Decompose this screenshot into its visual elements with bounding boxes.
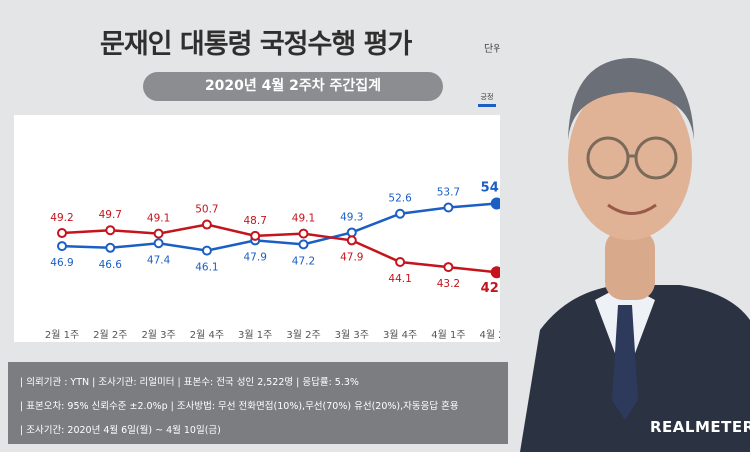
data-label: 53.7	[437, 187, 460, 199]
chart-area	[14, 115, 540, 342]
data-label: 49.7	[99, 209, 122, 221]
data-point	[153, 238, 164, 249]
data-point	[105, 242, 116, 253]
x-tick-label: 3월 2주	[286, 329, 320, 341]
data-label: 49.2	[50, 212, 73, 224]
data-point	[250, 230, 261, 241]
data-point	[201, 219, 212, 230]
data-label: 47.9	[244, 251, 267, 263]
x-tick-label: 3월 3주	[335, 329, 369, 341]
data-label: 47.9	[340, 251, 363, 263]
data-label: 44.1	[388, 273, 411, 285]
data-point	[57, 241, 67, 252]
data-label: 46.1	[195, 262, 218, 274]
data-label: 47.4	[147, 254, 171, 266]
data-point	[443, 262, 454, 273]
x-tick-label: 2월 1주	[45, 329, 79, 341]
data-point	[443, 202, 454, 213]
data-point	[201, 245, 212, 256]
data-label: 52.6	[388, 193, 412, 205]
survey-info-line-1: | 의뢰기관 : YTN | 조사기관: 리얼미터 | 표본수: 전국 성인 2…	[20, 377, 359, 388]
data-label: 49.1	[147, 213, 170, 225]
survey-info-line-3: | 조사기간: 2020년 4월 6일(월) ~ 4월 10일(금)	[20, 425, 221, 436]
x-tick-label: 2월 4주	[190, 329, 224, 341]
data-point	[346, 227, 357, 238]
data-label: 47.2	[292, 255, 315, 267]
president-portrait	[500, 0, 750, 452]
brand-logo: REALMETER	[650, 418, 750, 436]
data-label: 49.1	[292, 213, 315, 225]
data-point	[57, 228, 67, 239]
chart-title: 문재인 대통령 국정수행 평가	[100, 29, 412, 60]
x-tick-label: 3월 1주	[238, 329, 272, 341]
x-tick-label: 3월 4주	[383, 329, 417, 341]
data-label: 46.6	[99, 259, 123, 271]
legend-positive-swatch	[478, 104, 496, 107]
x-tick-label: 4월 1주	[431, 329, 465, 341]
survey-info-line-2: | 표본오차: 95% 신뢰수준 ±2.0%p | 조사방법: 무선 전화면접(…	[20, 401, 459, 412]
legend-positive: 긍정	[478, 92, 496, 107]
data-label: 49.3	[340, 211, 363, 223]
data-label: 48.7	[244, 215, 267, 227]
data-label: 50.7	[195, 204, 218, 216]
data-point	[298, 228, 309, 239]
survey-period-banner: 2020년 4월 2주차 주간집계	[143, 72, 443, 101]
data-label: 46.9	[50, 257, 73, 269]
x-tick-label: 2월 2주	[93, 329, 127, 341]
data-point	[153, 228, 164, 239]
series-line-positive	[61, 202, 497, 252]
data-point	[395, 256, 406, 267]
data-label: 43.2	[437, 278, 460, 290]
data-point	[105, 225, 116, 236]
series-line-negative	[61, 223, 497, 274]
data-point	[395, 208, 406, 219]
data-point	[298, 239, 309, 250]
x-tick-label: 2월 3주	[141, 329, 175, 341]
legend-positive-label: 긍정	[480, 93, 494, 101]
survey-info-panel: | 의뢰기관 : YTN | 조사기관: 리얼미터 | 표본수: 전국 성인 2…	[8, 362, 508, 444]
data-point	[346, 235, 357, 246]
